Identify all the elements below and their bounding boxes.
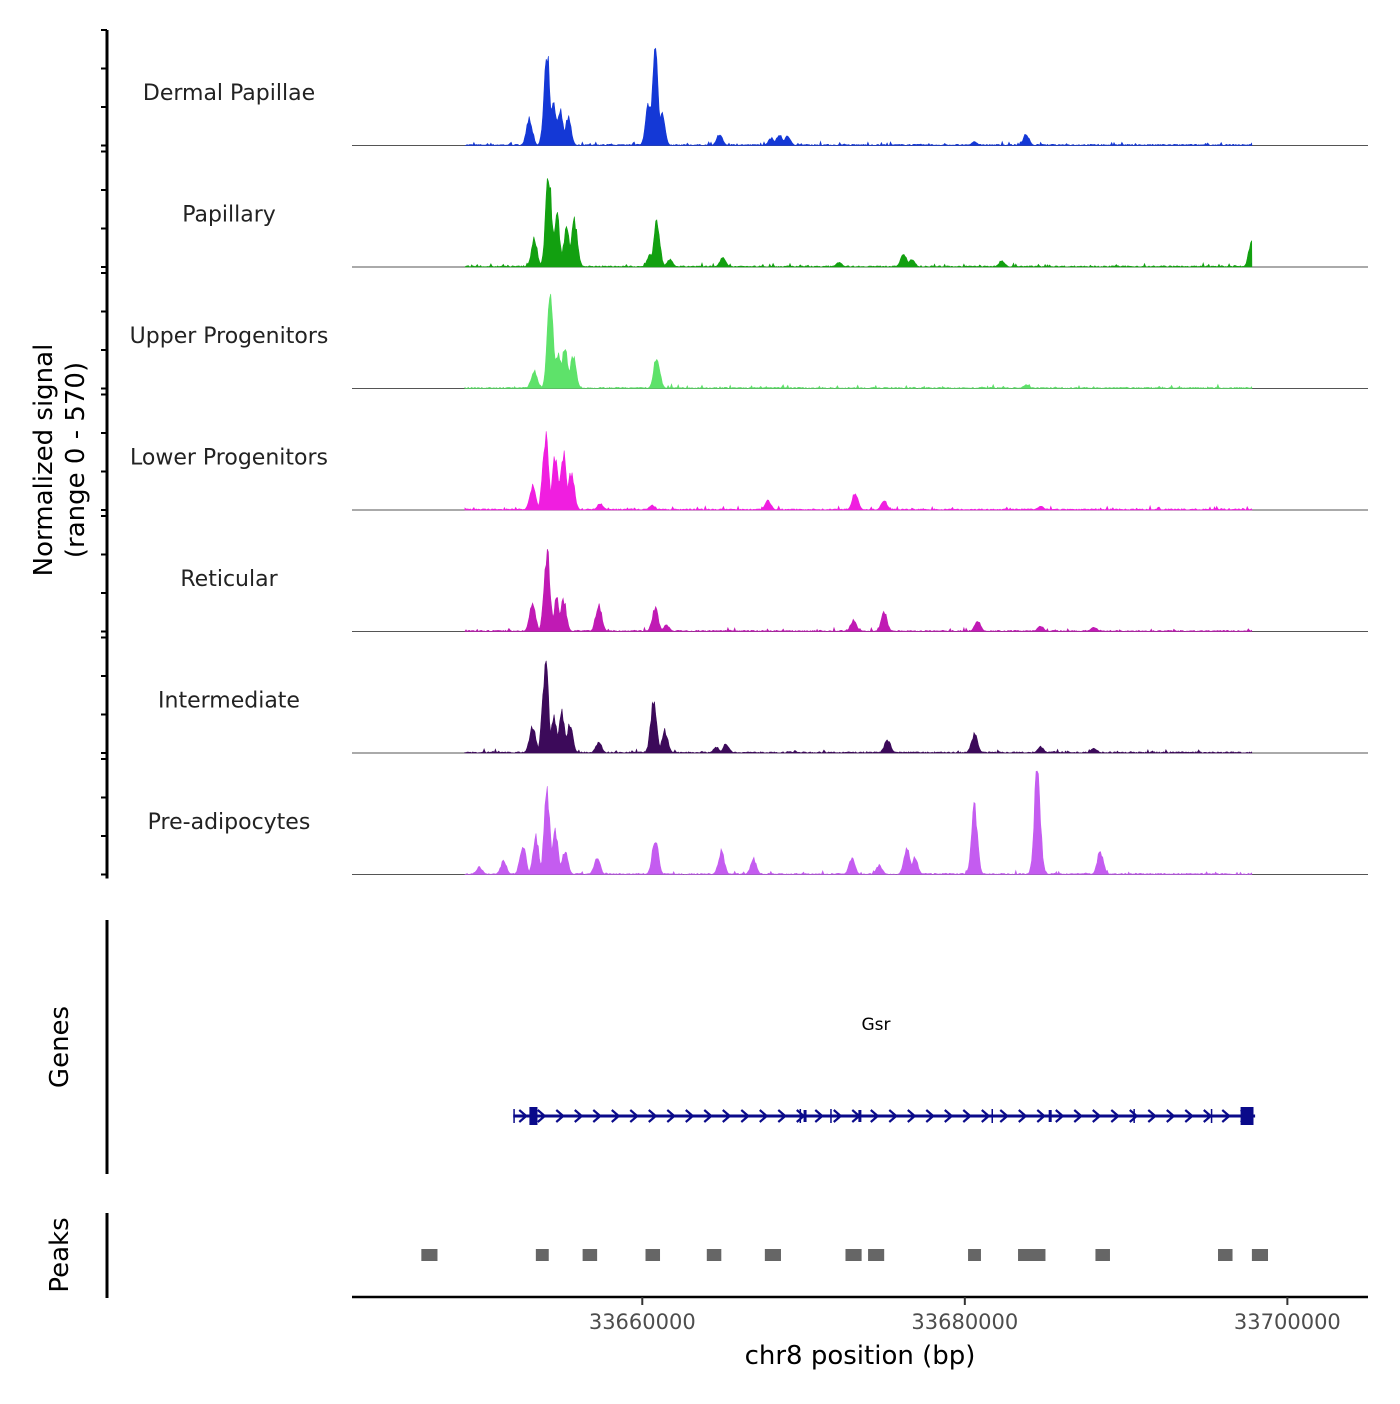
peak-region bbox=[764, 1249, 781, 1261]
gene-track: Gsr bbox=[513, 1015, 1256, 1125]
gene-strand-arrow bbox=[870, 1109, 880, 1123]
y-axis-title-line1: Normalized signal bbox=[29, 344, 59, 577]
x-tick-label: 33680000 bbox=[911, 1310, 1018, 1334]
peak-region bbox=[1095, 1249, 1110, 1261]
gene-strand-arrow bbox=[1036, 1109, 1046, 1123]
gene-strand-arrow bbox=[611, 1109, 621, 1123]
track-papillary: Papillary bbox=[182, 178, 1368, 268]
gene-strand-arrow bbox=[888, 1109, 898, 1123]
gene-exon bbox=[1048, 1110, 1052, 1122]
gene-strand-arrow bbox=[666, 1109, 676, 1123]
gene-strand-arrow bbox=[981, 1109, 991, 1123]
peak-region bbox=[868, 1249, 885, 1261]
signal-area-upper-progenitors bbox=[464, 293, 1253, 389]
track-label-reticular: Reticular bbox=[180, 567, 278, 592]
track-intermediate: Intermediate bbox=[158, 660, 1368, 754]
track-upper-progenitors: Upper Progenitors bbox=[130, 293, 1368, 389]
gene-strand-arrow bbox=[1055, 1109, 1065, 1123]
gene-exon bbox=[529, 1107, 538, 1125]
gene-strand-arrow bbox=[1147, 1109, 1157, 1123]
gene-exon bbox=[858, 1110, 862, 1122]
gene-strand-arrow bbox=[1018, 1109, 1028, 1123]
signal-area-dermal-papillae bbox=[464, 47, 1253, 147]
peaks-track bbox=[421, 1249, 1269, 1261]
gene-strand-arrow bbox=[1166, 1109, 1176, 1123]
signal-tracks: Dermal Papillae Papillary Upper Progenitor… bbox=[130, 47, 1368, 875]
track-lower-progenitors: Lower Progenitors bbox=[130, 431, 1368, 511]
y-axis-title-line2: (range 0 - 570) bbox=[61, 362, 91, 558]
x-tick-label: 33660000 bbox=[589, 1310, 696, 1334]
track-label-papillary: Papillary bbox=[182, 203, 276, 228]
gene-strand-arrow bbox=[962, 1109, 972, 1123]
signal-area-pre-adipocytes bbox=[464, 770, 1253, 875]
gene-strand-arrow bbox=[648, 1109, 658, 1123]
peak-region bbox=[421, 1249, 438, 1261]
gene-strand-arrow bbox=[814, 1109, 824, 1123]
peak-region bbox=[582, 1249, 598, 1261]
gene-strand-arrow bbox=[555, 1109, 565, 1123]
track-label-lower-progenitors: Lower Progenitors bbox=[130, 446, 328, 471]
gene-strand-arrow bbox=[685, 1109, 695, 1123]
gene-strand-arrow bbox=[1221, 1109, 1231, 1123]
gene-strand-arrow bbox=[592, 1109, 602, 1123]
genes-track-label: Genes bbox=[45, 1006, 75, 1088]
peak-region bbox=[1218, 1249, 1233, 1261]
gene-strand-arrow bbox=[833, 1109, 843, 1123]
gene-strand-arrow bbox=[740, 1109, 750, 1123]
track-label-intermediate: Intermediate bbox=[158, 689, 300, 714]
x-tick-label: 33700000 bbox=[1234, 1310, 1341, 1334]
gene-strand-arrow bbox=[1092, 1109, 1102, 1123]
track-pre-adipocytes: Pre-adipocytes bbox=[148, 770, 1368, 875]
signal-area-lower-progenitors bbox=[464, 431, 1253, 511]
gene-name-label: Gsr bbox=[861, 1015, 890, 1035]
gene-strand-arrow bbox=[777, 1109, 787, 1123]
gene-strand-arrow bbox=[518, 1109, 528, 1123]
x-axis-title: chr8 position (bp) bbox=[745, 1341, 976, 1371]
gene-exon bbox=[1240, 1107, 1254, 1125]
signal-area-papillary bbox=[464, 178, 1253, 268]
gene-strand-arrow bbox=[1110, 1109, 1120, 1123]
x-axis-ticks: 33660000 33680000 33700000 bbox=[589, 1297, 1341, 1334]
gene-exon bbox=[803, 1110, 807, 1122]
gene-strand-arrow bbox=[703, 1109, 713, 1123]
peak-region bbox=[1251, 1249, 1269, 1261]
gene-strand-arrow bbox=[925, 1109, 935, 1123]
track-label-dermal-papillae: Dermal Papillae bbox=[143, 81, 315, 106]
track-label-pre-adipocytes: Pre-adipocytes bbox=[148, 810, 311, 835]
track-dermal-papillae: Dermal Papillae bbox=[143, 47, 1368, 147]
peak-region bbox=[845, 1249, 862, 1261]
track-label-upper-progenitors: Upper Progenitors bbox=[130, 324, 329, 349]
peak-region bbox=[645, 1249, 661, 1261]
signal-area-reticular bbox=[464, 548, 1253, 633]
gene-strand-arrow bbox=[1184, 1109, 1194, 1123]
gene-strand-arrow bbox=[629, 1109, 639, 1123]
peak-region bbox=[1018, 1249, 1033, 1261]
gene-strand-arrow bbox=[537, 1109, 547, 1123]
peak-region bbox=[1029, 1249, 1046, 1261]
gene-strand-arrow bbox=[1203, 1109, 1213, 1123]
gene-strand-arrow bbox=[574, 1109, 584, 1123]
signal-y-axis bbox=[101, 29, 109, 879]
gene-strand-arrow bbox=[1073, 1109, 1083, 1123]
peak-region bbox=[968, 1249, 981, 1261]
gene-strand-arrow bbox=[722, 1109, 732, 1123]
gene-strand-arrow bbox=[907, 1109, 917, 1123]
gene-strand-arrow bbox=[1129, 1109, 1139, 1123]
peak-region bbox=[706, 1249, 722, 1261]
peaks-track-label: Peaks bbox=[45, 1217, 75, 1292]
peak-region bbox=[535, 1249, 549, 1261]
gene-strand-arrow bbox=[999, 1109, 1009, 1123]
gene-strand-arrow bbox=[944, 1109, 954, 1123]
track-reticular: Reticular bbox=[180, 548, 1368, 633]
gene-strand-arrow bbox=[759, 1109, 769, 1123]
signal-area-intermediate bbox=[464, 660, 1253, 754]
